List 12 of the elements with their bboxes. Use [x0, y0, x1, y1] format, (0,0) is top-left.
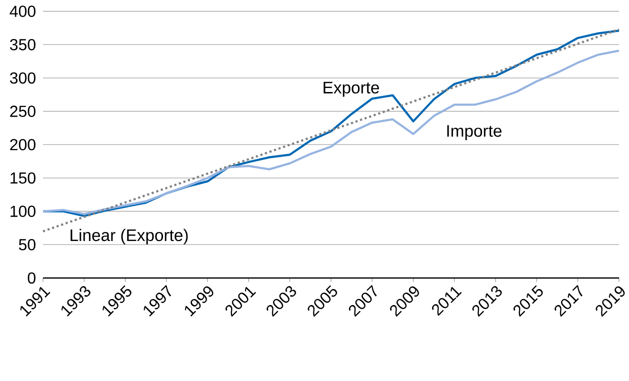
y-tick-label: 350	[10, 39, 36, 50]
y-tick-label: 150	[10, 172, 36, 184]
series-label: Exporte	[324, 82, 380, 97]
y-tick-label: 300	[10, 72, 36, 84]
y-tick-label: 100	[10, 206, 36, 217]
y-tick-label: 250	[10, 106, 36, 117]
y-tick-label: 50	[18, 238, 36, 250]
y-tick-label: 400	[10, 6, 36, 17]
series-label: Importe	[447, 125, 502, 140]
y-tick-label: 0	[28, 272, 36, 284]
y-tick-label: 200	[10, 139, 36, 150]
series-label: Linear (Exporte)	[70, 228, 188, 244]
